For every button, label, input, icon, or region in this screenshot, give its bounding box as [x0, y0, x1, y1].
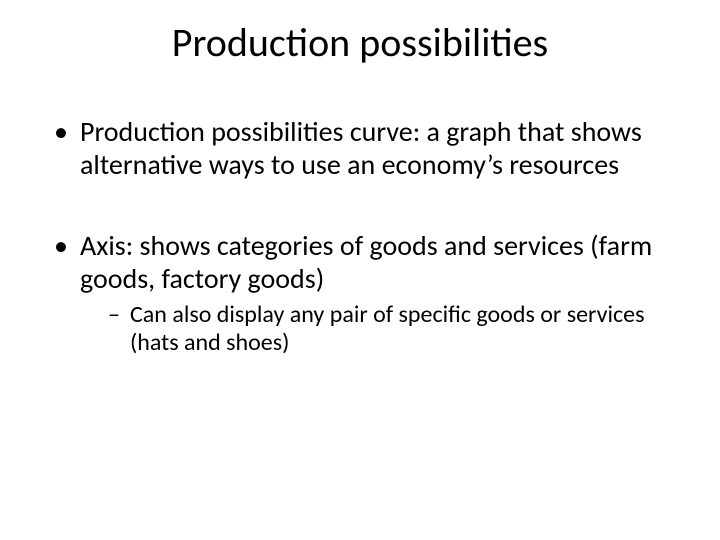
bullet-text: Production possibilities curve: a graph … [80, 114, 642, 182]
slide-title: Production possibilities [0, 18, 720, 67]
bullet-item: Production possibilities curve: a graph … [54, 115, 666, 181]
sub-bullet-text: Can also display any pair of specific go… [130, 300, 644, 357]
bullet-text: Axis: shows categories of goods and serv… [80, 228, 652, 296]
bullet-item: Axis: shows categories of goods and serv… [54, 229, 666, 358]
sub-bullet-item: Can also display any pair of specific go… [108, 301, 666, 358]
slide-body: Production possibilities curve: a graph … [54, 115, 666, 406]
slide: Production possibilities Production poss… [0, 0, 720, 540]
